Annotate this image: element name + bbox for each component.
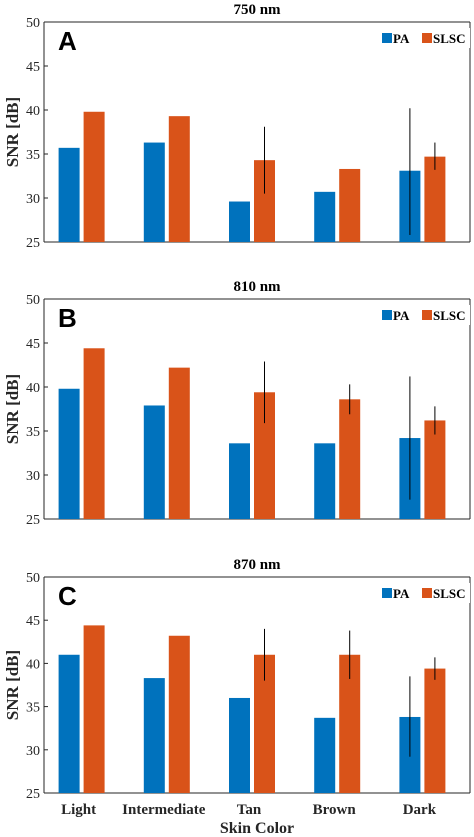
legend-swatch-pa [382,310,392,320]
panel-a: 25 30 35 40 45 50 750 nm A SNR [dB] PA SLSC [3,2,471,251]
y-tick-label: 35 [26,148,40,163]
legend-label-slsc: SLSC [433,308,466,323]
panel-c: 25 30 35 40 45 50 Light Intermediate Tan Brown Dar… [3,557,471,837]
y-tick-label: 25 [26,787,40,802]
y-tick-label: 50 [26,16,40,31]
y-tick-label: 40 [26,104,40,119]
legend-label-slsc: SLSC [433,586,466,601]
legend: PA SLSC [378,305,470,325]
y-tick-label: 30 [26,469,40,484]
y-tick-label: 50 [26,293,40,308]
bar-pa-intermediate [143,142,165,242]
bar-pa-brown [314,443,336,519]
bar-slsc-intermediate [168,635,190,793]
panel-title: 870 nm [233,557,281,573]
bar-slsc-tan [254,654,275,793]
bar-pa-brown [314,191,336,242]
y-axis-label: SNR [dB] [3,97,22,167]
panel-title: 750 nm [233,2,281,18]
y-tick-label: 35 [26,701,40,716]
y-tick-label: 50 [26,571,40,586]
y-axis-label: SNR [dB] [3,650,22,720]
bar-slsc-brown [339,654,361,793]
bar-pa-tan [229,443,250,519]
bar-slsc-brown [339,168,361,242]
panel-letter: B [58,303,77,333]
bar-slsc-light [83,625,105,793]
legend-label-pa: PA [393,586,410,601]
bar-pa-light [58,388,80,519]
legend: PA SLSC [378,28,470,48]
x-axis-label: Skin Color [220,820,294,837]
y-tick-label: 45 [26,337,40,352]
bar-slsc-light [83,348,105,519]
bar-slsc-dark [424,668,446,793]
legend-label-pa: PA [393,31,410,46]
bar-slsc-dark [424,420,446,519]
legend-swatch-pa [382,33,392,43]
bar-pa-intermediate [143,678,165,793]
y-tick-label: 30 [26,744,40,759]
y-tick-label: 45 [26,614,40,629]
bar-slsc-dark [424,156,446,242]
y-tick-label: 25 [26,236,40,251]
y-tick-label: 40 [26,657,40,672]
bar-pa-brown [314,717,336,793]
bar-slsc-brown [339,399,361,519]
legend-label-slsc: SLSC [433,31,466,46]
legend: PA SLSC [378,583,470,603]
bar-slsc-tan [254,392,275,519]
bar-slsc-intermediate [168,367,190,519]
bar-pa-light [58,147,80,242]
x-tick-label: Dark [403,802,437,818]
bar-slsc-tan [254,160,275,242]
bar-slsc-light [83,111,105,242]
y-tick-label: 45 [26,60,40,75]
x-tick-label: Tan [237,802,262,818]
y-axis-label: SNR [dB] [3,374,22,444]
y-tick-label: 30 [26,192,40,207]
bar-pa-intermediate [143,405,165,519]
y-tick-label: 35 [26,425,40,440]
panel-title: 810 nm [233,279,281,295]
legend-label-pa: PA [393,308,410,323]
legend-swatch-pa [382,588,392,598]
bar-pa-light [58,654,80,793]
legend-swatch-slsc [422,310,432,320]
y-tick-label: 40 [26,381,40,396]
x-tick-label: Intermediate [122,802,206,818]
panel-letter: A [58,26,77,56]
panel-letter: C [58,581,77,611]
x-tick-label: Light [61,802,96,818]
y-tick-label: 25 [26,513,40,528]
legend-swatch-slsc [422,588,432,598]
x-tick-label: Brown [313,802,357,818]
bar-pa-tan [229,201,250,242]
panel-b: 25 30 35 40 45 50 810 nm B SNR [dB] PA SLSC [3,279,471,528]
legend-swatch-slsc [422,33,432,43]
bar-pa-tan [229,697,250,793]
bar-slsc-intermediate [168,116,190,242]
